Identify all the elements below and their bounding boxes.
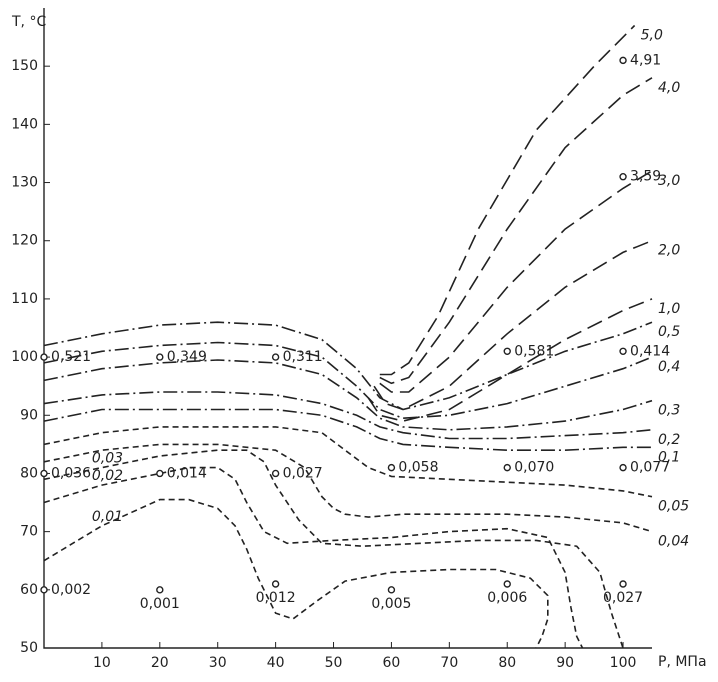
data-point [619,347,627,355]
data-point [156,586,164,594]
contour-label: 0,1 [658,449,680,465]
data-point [271,469,280,478]
contour-line [43,341,653,420]
point-label: 0,311 [283,349,323,365]
x-axis-label: P, МПа [658,654,707,670]
contour-label: 0,3 [658,403,680,419]
contour-line [43,359,653,431]
contour-label: 0,4 [658,359,680,375]
contour-label: 0,03 [92,451,123,467]
contour-line [43,466,584,649]
x-tick-label: 70 [440,655,458,671]
data-point [619,56,627,65]
data-point [40,353,48,361]
point-label: 0,414 [630,343,670,359]
x-tick-label: 30 [209,655,227,671]
contour-label: 0,04 [658,534,689,550]
point-label: 0,581 [514,343,554,359]
point-label: 0,014 [167,465,207,481]
point-label: 0,349 [167,349,207,365]
point-label: 3,59 [630,169,661,185]
point-label: 0,001 [140,596,180,612]
data-point [503,463,511,472]
point-label: 0,036 [51,465,91,481]
y-tick-label: 130 [11,175,38,191]
data-point [619,463,627,472]
y-tick-label: 50 [20,640,38,656]
data-point [503,580,511,588]
contour-line [43,321,653,411]
data-point [40,469,48,478]
point-label: 0,077 [630,460,670,476]
point-label: 0,005 [371,596,411,612]
contour-line [43,443,653,533]
data-point [387,586,396,594]
x-tick-label: 90 [556,655,574,671]
data-point [40,586,48,594]
y-tick-label: 60 [20,582,38,598]
contour-label: 1,0 [658,301,680,317]
contour-label: 0,02 [92,468,123,484]
data-point [503,347,511,355]
point-label: 0,006 [487,590,527,606]
y-tick-label: 90 [20,407,38,423]
y-tick-label: 70 [20,524,38,540]
contour-line [373,239,653,411]
point-label: 0,002 [51,582,91,598]
contour-label: 0,05 [658,499,689,515]
contour-label: 2,0 [658,243,680,259]
y-tick-label: 150 [11,58,38,74]
y-tick-label: 110 [11,291,38,307]
x-tick-label: 20 [151,655,169,671]
y-tick-label: 80 [20,465,38,481]
x-tick-label: 40 [267,655,285,671]
contour-label: 0,01 [92,509,123,525]
data-point [271,353,280,361]
contour-label: 0,5 [658,324,680,340]
x-tick-label: 60 [383,655,401,671]
x-tick-label: 50 [325,655,343,671]
x-tick-label: 100 [610,655,637,671]
data-point [156,353,164,361]
contour-line [43,449,624,649]
contour-line [379,77,653,385]
data-point [619,173,627,181]
contour-label: 0,2 [658,432,680,448]
point-label: 0,058 [398,460,438,476]
contour-line [367,298,653,422]
contour-label: 5,0 [641,27,663,43]
point-label: 0,027 [603,590,643,606]
x-tick-label: 80 [498,655,516,671]
contour-line [379,170,653,393]
x-tick-label: 10 [93,655,111,671]
y-axis-label: T, °C [11,14,46,30]
y-tick-label: 140 [11,116,38,132]
y-tick-label: 120 [11,233,38,249]
point-label: 0,027 [283,465,323,481]
y-tick-label: 100 [11,349,38,365]
contour-line [379,24,636,376]
contour-line [43,408,652,451]
data-point [271,580,280,588]
point-label: 0,012 [256,590,296,606]
contour-line [43,391,653,440]
data-point [619,580,627,588]
point-label: 0,521 [51,349,91,365]
point-label: 0,070 [514,460,554,476]
contour-line [43,426,653,498]
contour-label: 4,0 [658,80,680,96]
point-label: 4,91 [630,52,661,68]
contour-label: 3,0 [658,173,680,189]
contour-line [43,498,549,649]
data-point [387,463,396,472]
data-point [156,469,164,478]
